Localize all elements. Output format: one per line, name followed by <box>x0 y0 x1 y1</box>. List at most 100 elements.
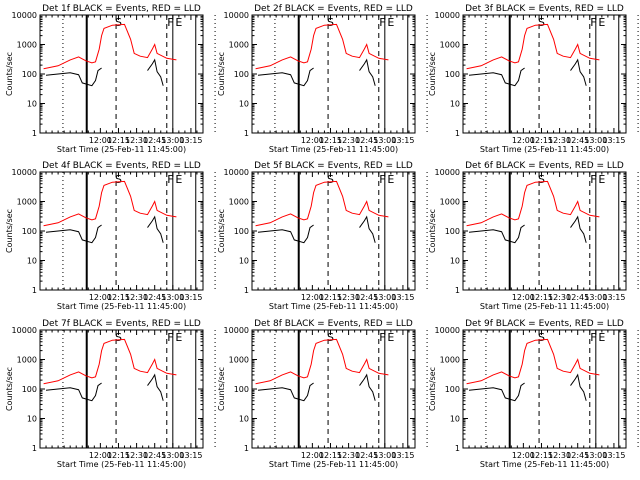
x-tick-label: 12:30 <box>548 293 571 302</box>
x-axis-label: Start Time (25-Feb-11 11:45:00) <box>57 145 186 154</box>
phase-marker: S <box>327 173 334 186</box>
y-tick-label: 100 <box>234 227 249 236</box>
y-axis: 1 10 100 1000 10000 Counts/sec <box>5 11 203 138</box>
y-tick-label: 100 <box>234 385 249 394</box>
y-tick-label: 1 <box>32 286 37 295</box>
event-rate-line <box>570 215 587 243</box>
y-tick-label: 100 <box>22 385 37 394</box>
x-tick-label: 12:15 <box>107 136 130 145</box>
y-tick-label: 10 <box>239 257 249 266</box>
phase-marker: S <box>538 331 545 344</box>
phase-marker: E <box>387 331 394 344</box>
x-tick-label: 12:15 <box>319 451 342 460</box>
y-axis: 1 10 100 1000 10000 Counts/sec <box>217 168 415 295</box>
y-axis-label: Counts/sec <box>217 52 226 96</box>
y-tick-label: 10000 <box>12 11 37 20</box>
y-tick-label: 1 <box>32 444 37 453</box>
x-tick-label: 12:45 <box>355 451 378 460</box>
x-tick-label: 13:00 <box>584 136 607 145</box>
phase-marker: E <box>598 16 605 29</box>
x-axis-label: Start Time (25-Feb-11 11:45:00) <box>269 145 398 154</box>
event-rate-line <box>45 382 102 402</box>
phase-marker: F <box>379 331 385 344</box>
plot-frame <box>39 329 204 449</box>
y-tick-label: 1 <box>244 286 249 295</box>
phase-marker: F <box>167 16 173 29</box>
plot-frame <box>39 171 204 291</box>
phase-marker: F <box>590 331 596 344</box>
phase-marker: F <box>379 173 385 186</box>
x-axis-label: Start Time (25-Feb-11 11:45:00) <box>480 302 609 311</box>
y-tick-label: 10 <box>239 415 249 424</box>
event-rate-line <box>359 215 376 243</box>
y-axis: 1 10 100 1000 10000 Counts/sec <box>428 168 626 295</box>
chart-title: Det 6f BLACK = Events, RED = LLD <box>465 161 624 171</box>
x-tick-label: 13:00 <box>161 451 184 460</box>
x-tick-label: 12:45 <box>143 293 166 302</box>
y-tick-label: 100 <box>445 70 460 79</box>
event-rate-line <box>468 382 525 402</box>
y-tick-label: 10000 <box>435 326 460 335</box>
panel-det-6: Det 6f BLACK = Events, RED = LLD 1 10 100 10… <box>428 161 639 311</box>
phase-marker: E <box>598 331 605 344</box>
phase-marker: F <box>167 173 173 186</box>
y-axis-label: Counts/sec <box>5 209 14 253</box>
y-tick-label: 100 <box>22 70 37 79</box>
y-tick-label: 1 <box>244 129 249 138</box>
panel-det-3: Det 3f BLACK = Events, RED = LLD 1 10 100 10… <box>428 4 639 154</box>
lld-rate-line <box>43 338 177 385</box>
x-tick-label: 12:30 <box>548 451 571 460</box>
y-tick-label: 10000 <box>435 11 460 20</box>
y-tick-label: 100 <box>22 227 37 236</box>
phase-marker: E <box>598 173 605 186</box>
x-tick-label: 13:15 <box>602 293 625 302</box>
phase-marker: F <box>590 173 596 186</box>
y-axis-label: Counts/sec <box>428 209 437 253</box>
x-tick-label: 12:15 <box>319 136 342 145</box>
event-rate-line <box>45 224 102 244</box>
x-tick-label: 12:45 <box>566 451 589 460</box>
chart-title: Det 5f BLACK = Events, RED = LLD <box>254 161 413 171</box>
y-tick-label: 1000 <box>17 198 37 207</box>
y-tick-label: 1 <box>455 286 460 295</box>
x-tick-label: 12:15 <box>530 293 553 302</box>
panel-det-8: Det 8f BLACK = Events, RED = LLD 1 10 100 10… <box>217 319 428 469</box>
plot-frame <box>462 329 627 449</box>
x-tick-label: 13:15 <box>179 451 202 460</box>
y-tick-label: 10 <box>450 257 460 266</box>
phase-marker: E <box>175 16 182 29</box>
panel-det-5: Det 5f BLACK = Events, RED = LLD 1 10 100 10… <box>217 161 428 311</box>
x-tick-label: 12:15 <box>530 451 553 460</box>
x-tick-label: 13:00 <box>584 293 607 302</box>
chart-title: Det 8f BLACK = Events, RED = LLD <box>254 319 413 329</box>
y-tick-label: 1000 <box>229 198 249 207</box>
phase-marker: S <box>538 173 545 186</box>
phase-marker: E <box>387 16 394 29</box>
x-tick-label: 12:30 <box>548 136 571 145</box>
event-rate-line <box>570 373 587 401</box>
phase-marker: E <box>387 173 394 186</box>
panel-det-1: Det 1f BLACK = Events, RED = LLD 1 10 100 10… <box>5 4 216 154</box>
event-rate-line <box>147 58 164 86</box>
x-axis-label: Start Time (25-Feb-11 11:45:00) <box>57 460 186 469</box>
x-axis-label: Start Time (25-Feb-11 11:45:00) <box>269 302 398 311</box>
y-tick-label: 10 <box>450 415 460 424</box>
y-tick-label: 1 <box>32 129 37 138</box>
y-tick-label: 100 <box>445 385 460 394</box>
x-tick-label: 12:45 <box>143 136 166 145</box>
x-tick-label: 12:15 <box>530 136 553 145</box>
panel-det-2: Det 2f BLACK = Events, RED = LLD 1 10 100 10… <box>217 4 428 154</box>
x-tick-label: 12:00 <box>512 293 535 302</box>
x-axis-label: Start Time (25-Feb-11 11:45:00) <box>480 145 609 154</box>
y-axis-label: Counts/sec <box>428 367 437 411</box>
x-tick-label: 13:15 <box>391 451 414 460</box>
x-tick-label: 12:00 <box>89 451 112 460</box>
plot-frame <box>251 329 416 449</box>
x-tick-label: 12:00 <box>512 451 535 460</box>
chart-title: Det 4f BLACK = Events, RED = LLD <box>42 161 201 171</box>
y-tick-label: 1000 <box>440 356 460 365</box>
